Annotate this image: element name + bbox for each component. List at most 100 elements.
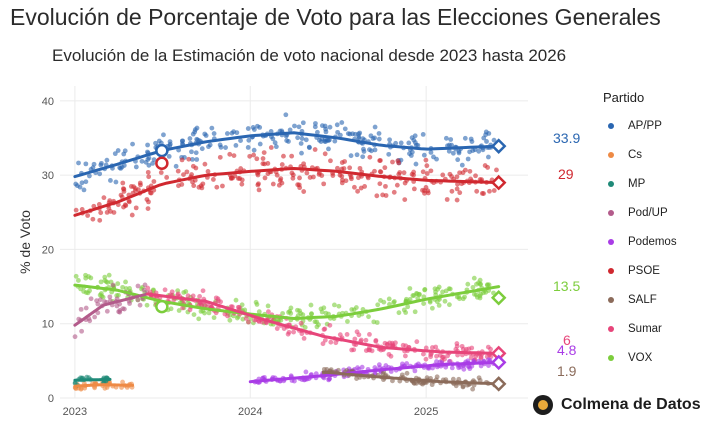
data-point xyxy=(120,306,126,312)
data-point xyxy=(274,172,280,178)
data-point xyxy=(356,332,362,338)
data-point xyxy=(407,286,413,291)
data-point xyxy=(87,288,92,294)
legend-label-podemos: Podemos xyxy=(628,235,677,248)
data-point xyxy=(327,376,333,382)
end-value-label: 33.9 xyxy=(553,130,580,146)
legend-item-pod-up[interactable]: Pod/UP xyxy=(603,198,713,227)
marker-diamond xyxy=(490,174,507,191)
data-point xyxy=(290,175,296,181)
data-point xyxy=(468,136,474,142)
data-point xyxy=(414,339,420,345)
data-point xyxy=(296,124,302,130)
data-point xyxy=(487,188,492,194)
data-point xyxy=(73,207,79,213)
data-point xyxy=(423,157,429,163)
legend-item-psoe[interactable]: PSOE xyxy=(603,256,713,285)
data-point xyxy=(339,120,345,125)
data-point xyxy=(423,356,429,362)
data-point xyxy=(237,176,243,181)
y-tick-label: 40 xyxy=(42,96,54,108)
legend-item-mp[interactable]: MP xyxy=(603,169,713,198)
data-point xyxy=(190,156,195,162)
data-point xyxy=(95,301,101,307)
trend-line xyxy=(73,383,135,388)
data-point xyxy=(347,165,353,171)
data-point xyxy=(283,112,289,118)
legend-item-podemos[interactable]: Podemos xyxy=(603,227,713,256)
data-point xyxy=(382,340,388,346)
data-point xyxy=(107,294,113,300)
data-point xyxy=(167,143,173,149)
legend-item-sumar[interactable]: Sumar xyxy=(603,314,713,343)
data-point xyxy=(164,175,170,180)
data-point xyxy=(301,336,307,341)
data-point xyxy=(323,126,329,132)
data-point xyxy=(129,212,135,218)
data-point xyxy=(334,122,340,128)
data-point xyxy=(388,353,394,359)
data-point xyxy=(123,286,129,291)
data-point xyxy=(175,168,181,174)
data-point xyxy=(411,186,417,192)
data-point xyxy=(469,345,475,351)
legend-title: Partido xyxy=(603,90,645,105)
data-point xyxy=(225,313,230,319)
legend-swatch-cs xyxy=(608,151,614,158)
data-point xyxy=(333,340,339,346)
marker-diamond xyxy=(490,354,507,371)
legend-item-vox[interactable]: VOX xyxy=(603,343,713,372)
data-point xyxy=(292,123,297,129)
data-point xyxy=(98,279,104,285)
marker-circle xyxy=(155,156,169,171)
data-point xyxy=(485,282,490,288)
data-point xyxy=(454,197,460,203)
data-point xyxy=(315,129,320,135)
data-point xyxy=(335,129,341,135)
legend-swatch-sumar xyxy=(608,325,614,332)
legend-item-cs[interactable]: Cs xyxy=(603,140,713,169)
data-point xyxy=(402,197,408,203)
data-point xyxy=(404,370,410,376)
data-point xyxy=(234,130,240,136)
legend-item-ap-pp[interactable]: AP/PP xyxy=(603,111,713,140)
end-value-label: 29 xyxy=(558,166,574,182)
data-point xyxy=(239,181,245,187)
data-point xyxy=(287,127,293,133)
brand-name: Colmena de Datos xyxy=(561,396,701,413)
data-point xyxy=(227,151,233,157)
data-point xyxy=(321,181,327,187)
data-point xyxy=(461,366,467,372)
data-point xyxy=(209,125,215,131)
data-point xyxy=(359,364,365,370)
data-point xyxy=(210,177,216,182)
data-point xyxy=(486,363,491,368)
data-point xyxy=(137,180,143,186)
data-point xyxy=(76,160,81,166)
data-point xyxy=(491,137,497,143)
trend-line xyxy=(321,370,501,386)
data-point xyxy=(440,289,445,295)
data-point xyxy=(145,169,151,175)
data-point xyxy=(255,182,261,188)
marker-diamond xyxy=(490,289,507,306)
data-point xyxy=(470,386,476,392)
x-tick-label: 2024 xyxy=(238,406,262,418)
data-point xyxy=(91,203,97,209)
data-point xyxy=(462,294,467,300)
legend-item-salf[interactable]: SALF xyxy=(603,285,713,314)
data-point xyxy=(121,204,126,210)
legend-swatch-mp xyxy=(608,180,614,187)
legend-swatch-ap-pp xyxy=(608,122,614,129)
data-point xyxy=(277,178,283,183)
data-point xyxy=(471,291,477,297)
data-point xyxy=(344,332,350,337)
data-point xyxy=(446,148,452,154)
data-point xyxy=(396,310,402,316)
data-point xyxy=(343,178,349,184)
trend-line xyxy=(73,292,149,327)
data-point xyxy=(197,294,203,299)
data-point xyxy=(314,324,320,330)
data-point xyxy=(256,187,262,193)
data-point xyxy=(404,361,410,366)
